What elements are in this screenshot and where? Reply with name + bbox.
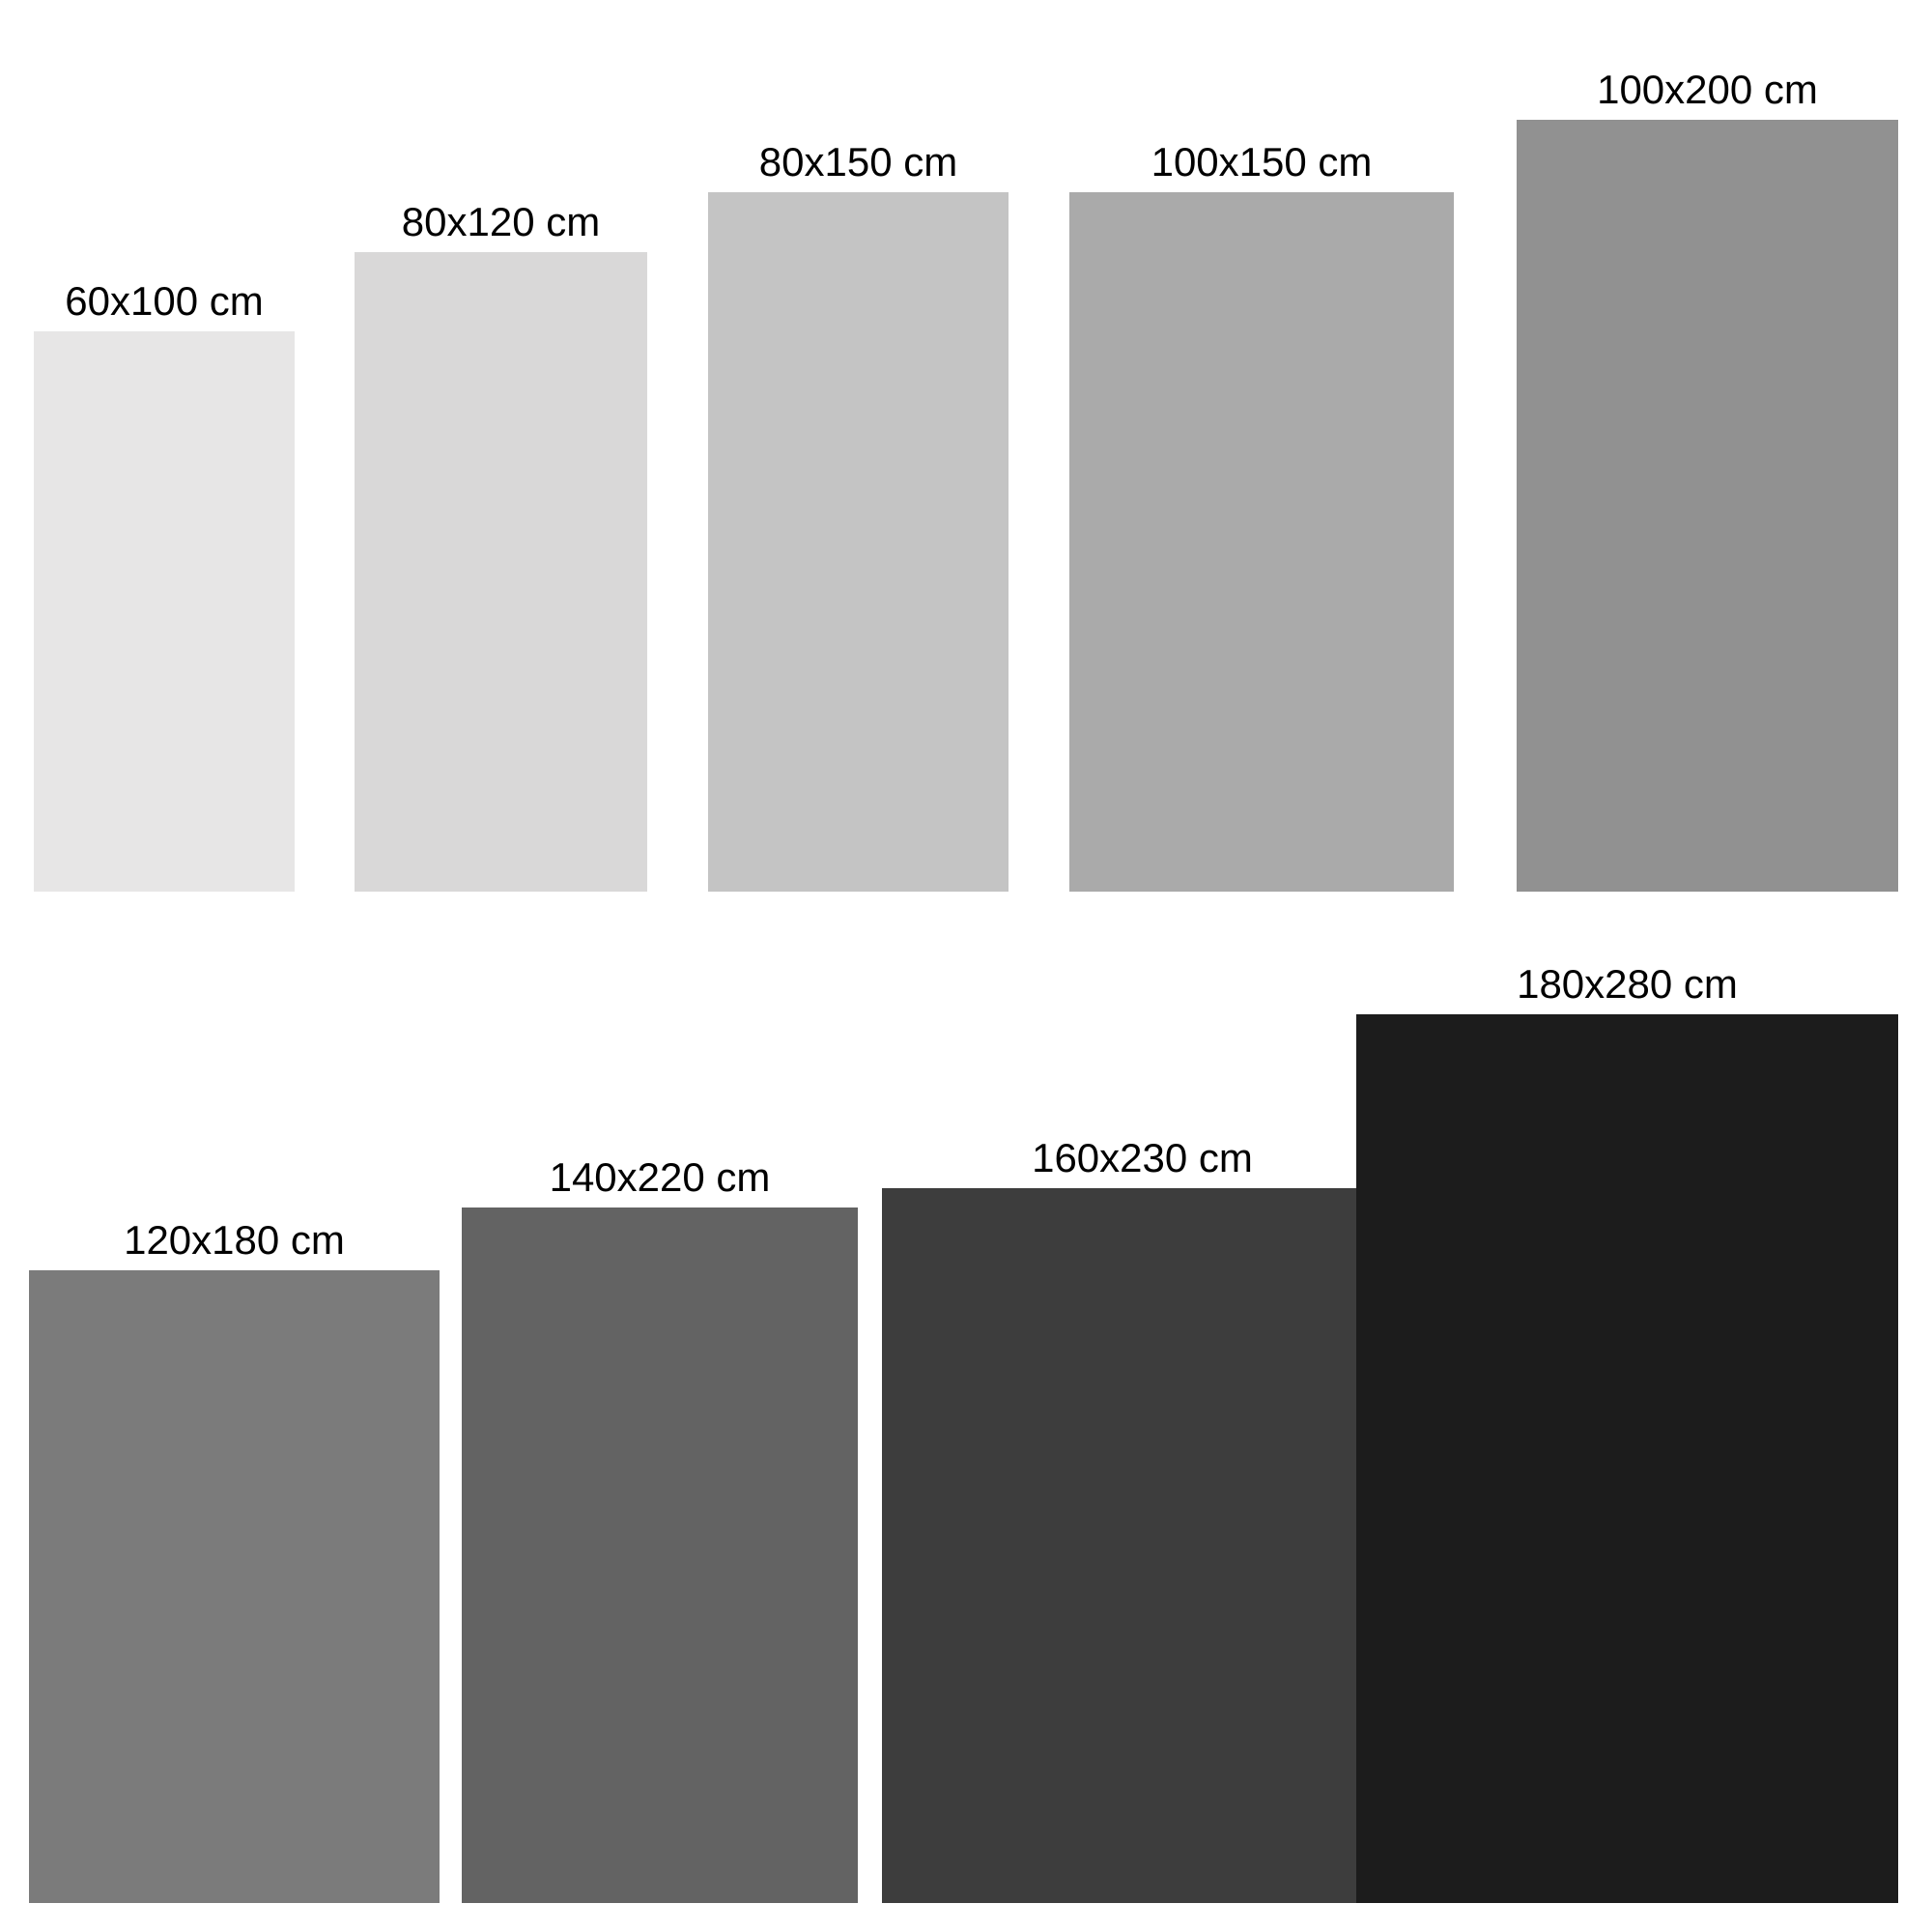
size-label: 80x150 cm <box>758 139 958 185</box>
size-item[interactable]: 120x180 cm <box>29 1220 440 1903</box>
size-item[interactable]: 100x150 cm <box>1069 142 1454 892</box>
size-label: 80x120 cm <box>401 199 601 244</box>
size-swatch[interactable] <box>34 331 295 892</box>
size-item[interactable]: 180x280 cm <box>1356 964 1898 1903</box>
size-swatch[interactable] <box>29 1270 440 1903</box>
size-item[interactable]: 160x230 cm <box>882 1138 1403 1903</box>
size-swatch[interactable] <box>708 192 1009 892</box>
size-swatch[interactable] <box>355 252 647 892</box>
size-label: 120x180 cm <box>124 1217 345 1263</box>
size-label: 60x100 cm <box>65 278 264 324</box>
size-swatch[interactable] <box>462 1208 858 1903</box>
size-swatch[interactable] <box>1069 192 1454 892</box>
size-item[interactable]: 80x120 cm <box>355 202 647 892</box>
size-item[interactable]: 100x200 cm <box>1517 70 1898 892</box>
size-item[interactable]: 140x220 cm <box>462 1157 858 1903</box>
size-item[interactable]: 80x150 cm <box>708 142 1009 892</box>
size-label: 180x280 cm <box>1517 961 1738 1007</box>
size-item[interactable]: 60x100 cm <box>34 281 295 892</box>
size-label: 140x220 cm <box>549 1154 771 1200</box>
size-swatch[interactable] <box>882 1188 1403 1903</box>
size-label: 100x150 cm <box>1151 139 1373 185</box>
size-swatch[interactable] <box>1356 1014 1898 1903</box>
size-label: 100x200 cm <box>1597 67 1818 112</box>
size-label: 160x230 cm <box>1032 1135 1253 1180</box>
size-swatch[interactable] <box>1517 120 1898 892</box>
